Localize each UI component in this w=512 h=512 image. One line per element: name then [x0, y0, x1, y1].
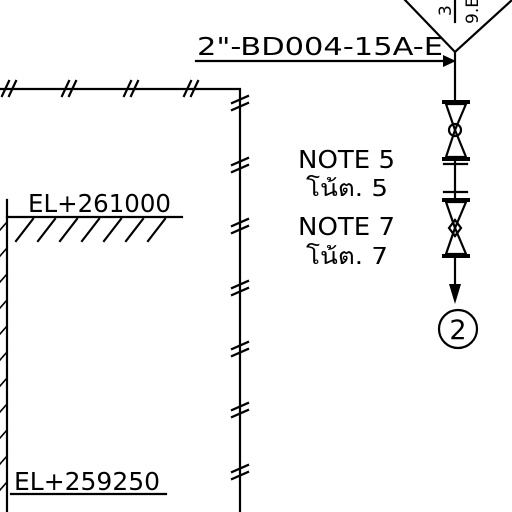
line-number-label: 2"-BD004-15A-E	[197, 32, 443, 61]
tag-fragment-left: 3	[436, 5, 456, 16]
note-7-thai-label: โน้ต. 7	[306, 243, 388, 270]
elevation-upper-label: EL+261000	[28, 189, 171, 218]
elevation-upper-hatching	[14, 217, 167, 243]
connector-bubble	[437, 308, 479, 350]
flow-arrow-right	[443, 55, 456, 67]
note-5-label: NOTE 5	[298, 145, 395, 174]
tag-fragment-right: 9.E	[463, 0, 483, 24]
connector-number: 2	[449, 315, 466, 346]
note-7-label: NOTE 7	[298, 212, 395, 241]
wall-right-hatching	[230, 94, 250, 481]
elevation-lower-label: EL+259250	[14, 467, 160, 496]
inner-column-hatching	[0, 220, 9, 492]
flow-arrow-down	[449, 284, 461, 304]
note-5-thai-label: โน้ต. 5	[306, 175, 388, 202]
wall-top-hatching	[0, 79, 200, 98]
upper-valve-symbol	[442, 100, 470, 161]
wall-outline	[0, 87, 242, 512]
lower-valve-symbol	[442, 198, 470, 258]
